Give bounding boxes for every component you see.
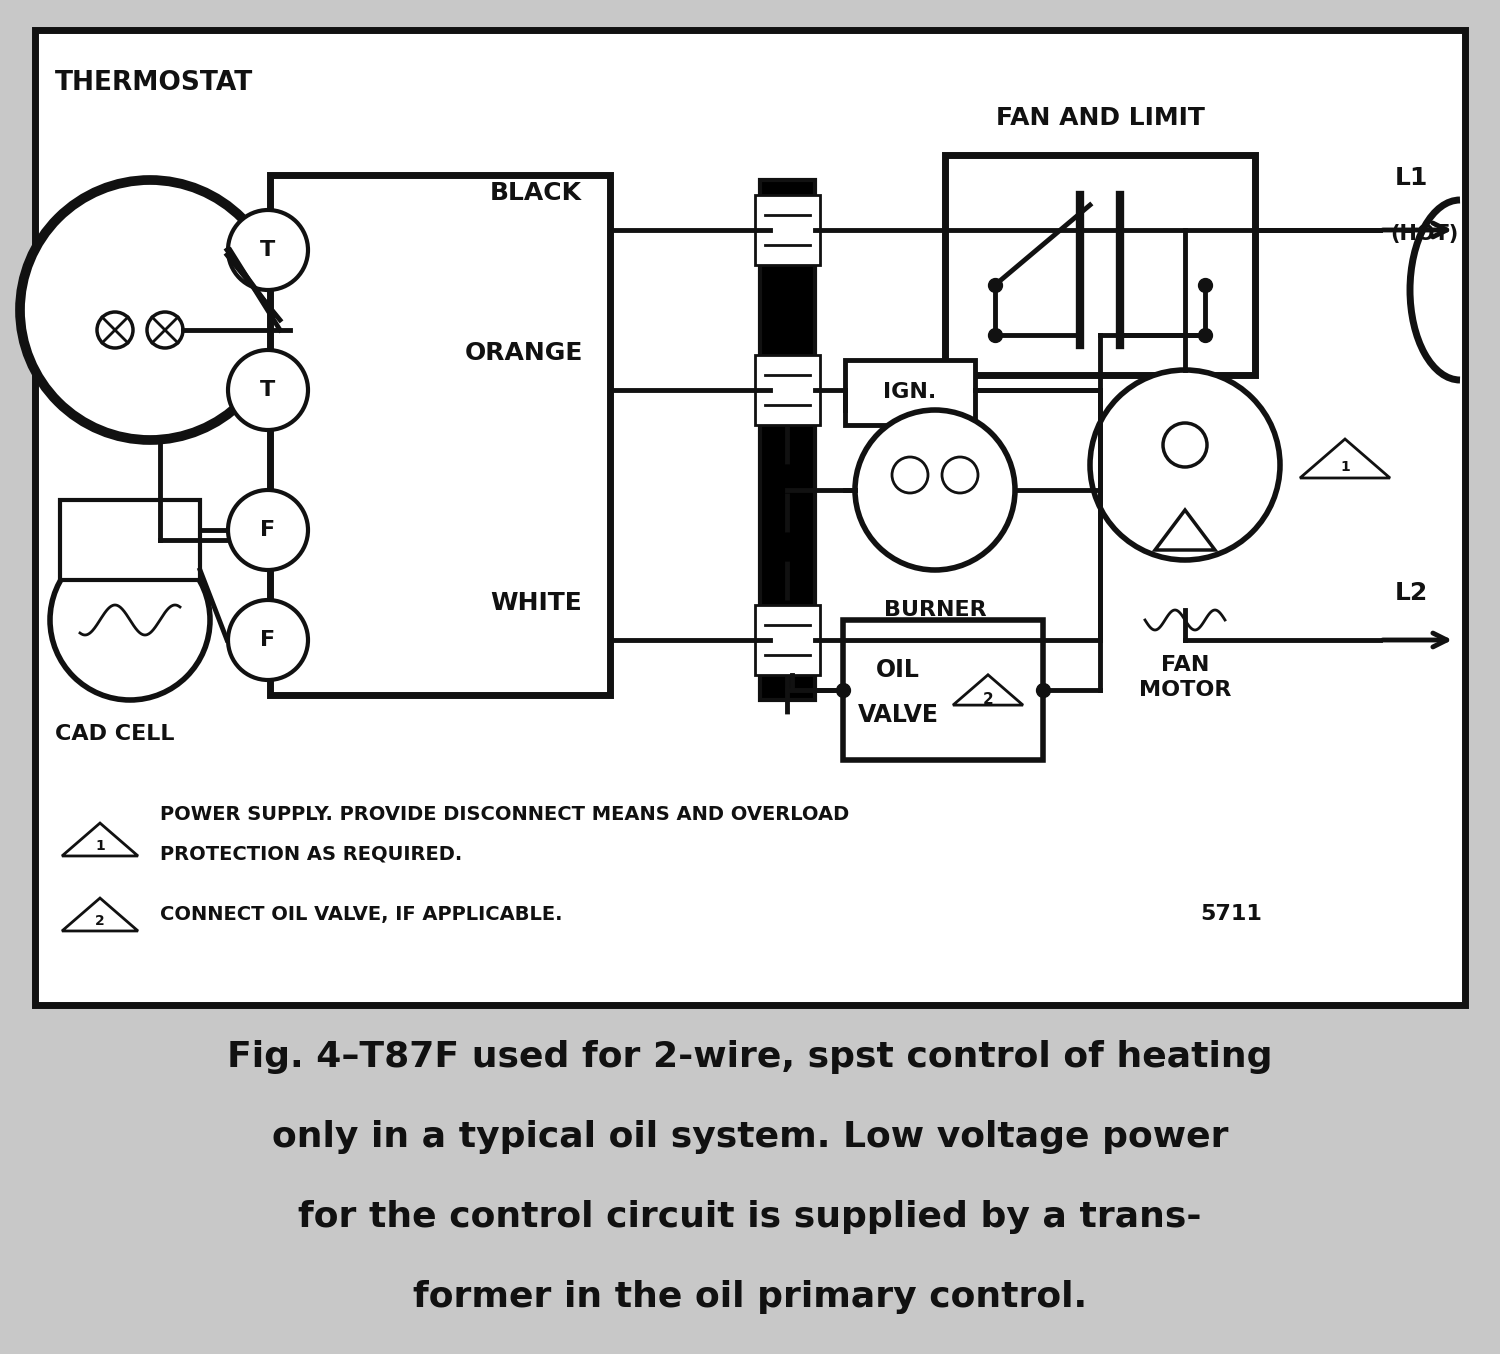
Bar — [945, 154, 1256, 375]
Bar — [760, 180, 814, 700]
Text: POWER SUPPLY. PROVIDE DISCONNECT MEANS AND OVERLOAD: POWER SUPPLY. PROVIDE DISCONNECT MEANS A… — [160, 806, 849, 825]
Polygon shape — [62, 898, 138, 932]
Circle shape — [855, 410, 1016, 570]
Bar — [34, 30, 1466, 1005]
Text: F: F — [261, 630, 276, 650]
Bar — [754, 355, 820, 425]
Text: IGN.: IGN. — [884, 382, 936, 402]
Circle shape — [1090, 370, 1280, 561]
Text: FAN: FAN — [1161, 655, 1209, 676]
Text: L1: L1 — [1395, 167, 1428, 190]
Circle shape — [228, 600, 308, 680]
Text: 1: 1 — [94, 839, 105, 853]
Text: 1: 1 — [1340, 460, 1350, 474]
Circle shape — [20, 180, 280, 440]
Bar — [754, 195, 820, 265]
Text: ORANGE: ORANGE — [465, 341, 584, 366]
Circle shape — [228, 210, 308, 290]
Circle shape — [147, 311, 183, 348]
Bar — [843, 620, 1042, 760]
Text: FAN AND LIMIT: FAN AND LIMIT — [996, 106, 1204, 130]
Text: THERMOSTAT: THERMOSTAT — [56, 70, 254, 96]
Polygon shape — [1300, 439, 1390, 478]
Text: F: F — [261, 520, 276, 540]
Text: BURNER: BURNER — [884, 600, 987, 620]
Text: T: T — [261, 380, 276, 399]
Bar — [60, 500, 200, 580]
Text: VALVE: VALVE — [858, 703, 939, 727]
Circle shape — [98, 311, 134, 348]
Polygon shape — [952, 674, 1023, 705]
Text: PROTECTION AS REQUIRED.: PROTECTION AS REQUIRED. — [160, 845, 462, 864]
Text: CONNECT OIL VALVE, IF APPLICABLE.: CONNECT OIL VALVE, IF APPLICABLE. — [160, 904, 562, 923]
Polygon shape — [62, 823, 138, 856]
Text: for the control circuit is supplied by a trans-: for the control circuit is supplied by a… — [298, 1200, 1202, 1233]
Text: T: T — [261, 240, 276, 260]
Text: OIL: OIL — [876, 658, 920, 682]
Polygon shape — [1155, 510, 1215, 550]
Bar — [270, 175, 610, 695]
Text: former in the oil primary control.: former in the oil primary control. — [413, 1280, 1088, 1313]
Circle shape — [50, 540, 210, 700]
Text: MOTOR: MOTOR — [1138, 680, 1232, 700]
Circle shape — [942, 458, 978, 493]
Bar — [844, 360, 975, 425]
Text: L2: L2 — [1395, 581, 1428, 605]
Circle shape — [228, 490, 308, 570]
Bar — [754, 605, 820, 676]
Text: CAD CELL: CAD CELL — [56, 724, 174, 743]
Text: 2: 2 — [982, 692, 993, 708]
Text: WHITE: WHITE — [490, 590, 582, 615]
Circle shape — [1162, 422, 1208, 467]
Text: 5711: 5711 — [1200, 904, 1262, 923]
Circle shape — [228, 349, 308, 431]
Text: Fig. 4–T87F used for 2-wire, spst control of heating: Fig. 4–T87F used for 2-wire, spst contro… — [228, 1040, 1272, 1074]
Text: 2: 2 — [94, 914, 105, 929]
Text: (HOT): (HOT) — [1390, 223, 1458, 244]
Text: only in a typical oil system. Low voltage power: only in a typical oil system. Low voltag… — [272, 1120, 1228, 1154]
Circle shape — [892, 458, 928, 493]
Text: BLACK: BLACK — [490, 181, 582, 204]
